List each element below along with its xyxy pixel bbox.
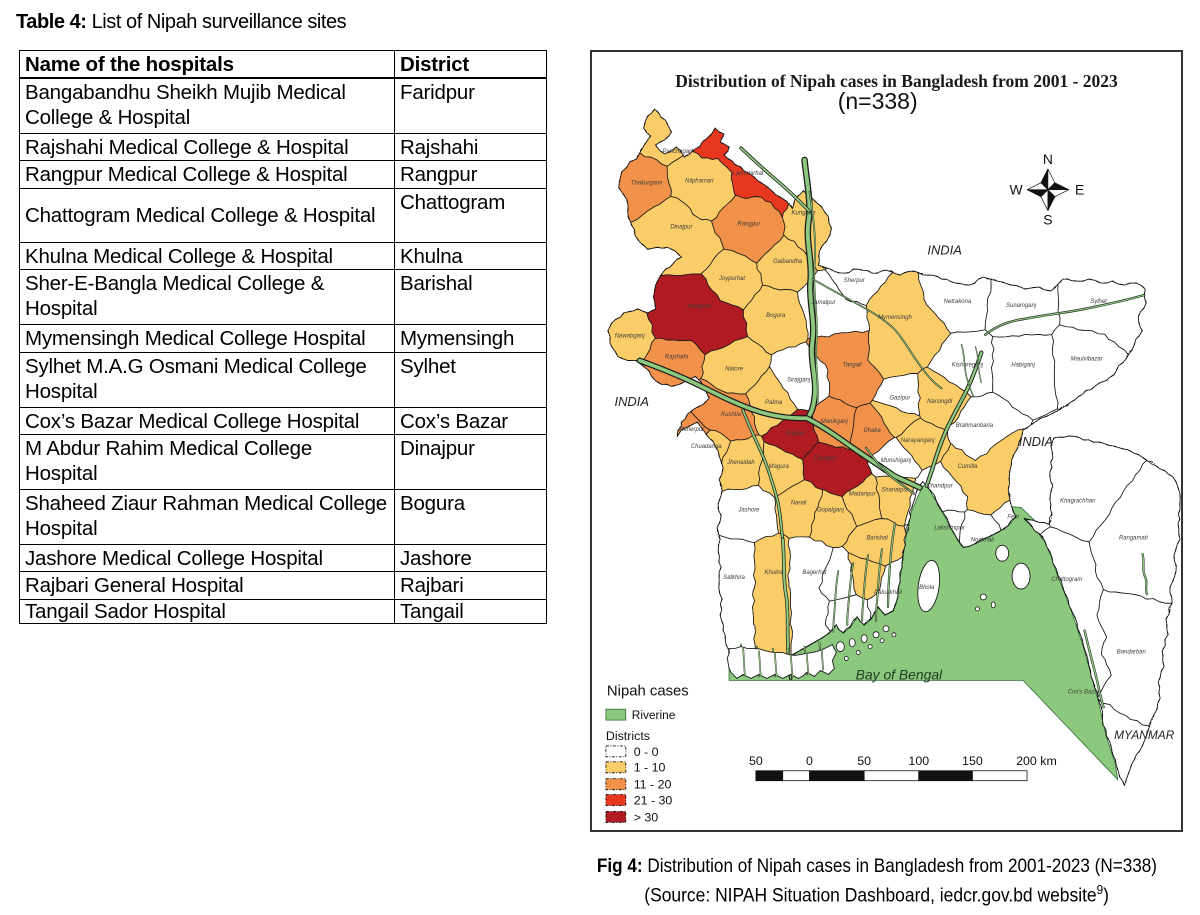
svg-text:Patuakhali: Patuakhali [874,590,902,596]
svg-text:INDIA: INDIA [1019,434,1053,449]
svg-text:150: 150 [962,754,983,768]
svg-text:Nipah cases: Nipah cases [607,683,689,699]
svg-text:S: S [1043,211,1052,227]
svg-text:Naogaon: Naogaon [687,304,712,310]
svg-text:100: 100 [908,754,929,768]
svg-text:Manikganj: Manikganj [821,419,849,425]
svg-text:Rangamati: Rangamati [1119,535,1148,541]
svg-text:> 30: > 30 [634,810,659,824]
svg-text:Madaripur: Madaripur [849,492,877,498]
svg-text:Natore: Natore [725,366,744,372]
svg-text:Magura: Magura [769,464,790,470]
svg-text:Sylhet: Sylhet [1090,299,1107,305]
svg-text:Habiganj: Habiganj [1011,363,1035,369]
svg-text:Maulvibazar: Maulvibazar [1071,357,1104,363]
svg-text:INDIA: INDIA [927,242,961,257]
svg-text:Khagrachhari: Khagrachhari [1060,499,1096,505]
svg-text:Satkhira: Satkhira [723,575,745,581]
svg-text:21 - 30: 21 - 30 [634,794,673,808]
svg-text:Panchagarh: Panchagarh [662,149,695,155]
svg-text:Munshiganj: Munshiganj [881,458,912,464]
svg-text:Mymensingh: Mymensingh [878,315,912,321]
svg-text:INDIA: INDIA [615,394,649,409]
svg-text:Narayanganj: Narayanganj [901,438,935,444]
svg-text:Bogura: Bogura [766,313,786,319]
svg-text:0: 0 [806,754,813,768]
svg-text:1 - 10: 1 - 10 [634,761,666,775]
svg-text:Bandarban: Bandarban [1117,650,1147,656]
svg-text:Gopalganj: Gopalganj [817,508,845,514]
svg-text:Barishal: Barishal [866,535,888,541]
svg-text:Nawabganj: Nawabganj [615,334,645,340]
svg-text:Districts: Districts [606,729,650,743]
svg-text:Cox's Bazar: Cox's Bazar [1068,689,1101,695]
svg-text:Bagerhat: Bagerhat [802,570,826,576]
svg-text:50: 50 [749,754,763,768]
svg-text:Jhenaidah: Jhenaidah [726,460,755,466]
svg-text:Rajbari: Rajbari [786,431,805,437]
svg-text:Gazipur: Gazipur [890,395,912,401]
svg-text:Nilphamari: Nilphamari [685,179,714,185]
svg-text:Faridpur: Faridpur [814,456,837,462]
svg-text:Jashore: Jashore [737,508,760,514]
svg-text:Meherpur: Meherpur [679,427,705,433]
svg-text:Feni: Feni [1007,514,1019,520]
svg-text:Narsingdi: Narsingdi [927,399,953,405]
svg-text:Kushtia: Kushtia [721,412,742,418]
svg-text:Khulna: Khulna [765,570,784,576]
svg-text:N: N [1043,151,1053,167]
svg-text:Chuadanga: Chuadanga [691,444,722,450]
svg-text:Gaibandha: Gaibandha [773,259,803,265]
svg-text:Joypurhat: Joypurhat [718,276,745,282]
svg-text:50: 50 [857,754,871,768]
svg-text:Rangpur: Rangpur [738,221,762,227]
svg-text:Tangail: Tangail [843,363,863,369]
svg-text:Chattogram: Chattogram [1051,577,1082,583]
svg-text:Cumilla: Cumilla [958,464,978,470]
svg-text:Dinajpur: Dinajpur [670,224,693,230]
svg-text:Rajshahi: Rajshahi [665,355,689,361]
svg-text:Dhaka: Dhaka [864,428,882,434]
svg-text:W: W [1010,182,1024,198]
svg-text:Lakshmipur: Lakshmipur [934,525,966,531]
svg-text:Thakurgaon: Thakurgaon [631,181,663,187]
svg-text:Kurigram: Kurigram [792,211,816,217]
svg-text:Sirajganj: Sirajganj [787,377,811,383]
svg-text:Noakhali: Noakhali [971,537,995,543]
svg-text:Sunamganj: Sunamganj [1006,303,1037,309]
svg-text:200 km: 200 km [1016,754,1057,768]
svg-text:Lalmonirhat: Lalmonirhat [732,171,763,177]
svg-text:Jamalpur: Jamalpur [810,300,836,306]
svg-text:0 - 0: 0 - 0 [634,745,659,759]
svg-text:Brahmanbaria: Brahmanbaria [956,423,994,429]
svg-text:E: E [1075,182,1084,198]
svg-text:Shariatpur: Shariatpur [881,488,909,494]
svg-text:Narail: Narail [791,501,807,507]
svg-text:Pabna: Pabna [765,400,783,406]
svg-text:Bhola: Bhola [919,585,935,591]
svg-text:Kishoreganj: Kishoreganj [952,363,984,369]
svg-text:Chandpur: Chandpur [927,484,954,490]
svg-text:Bay of Bengal: Bay of Bengal [856,666,943,682]
svg-text:Netrakona: Netrakona [944,299,972,305]
svg-text:Sherpur: Sherpur [844,278,866,284]
svg-text:11 - 20: 11 - 20 [634,778,672,792]
svg-text:MYANMAR: MYANMAR [1114,728,1175,742]
svg-text:Riverine: Riverine [632,708,676,722]
